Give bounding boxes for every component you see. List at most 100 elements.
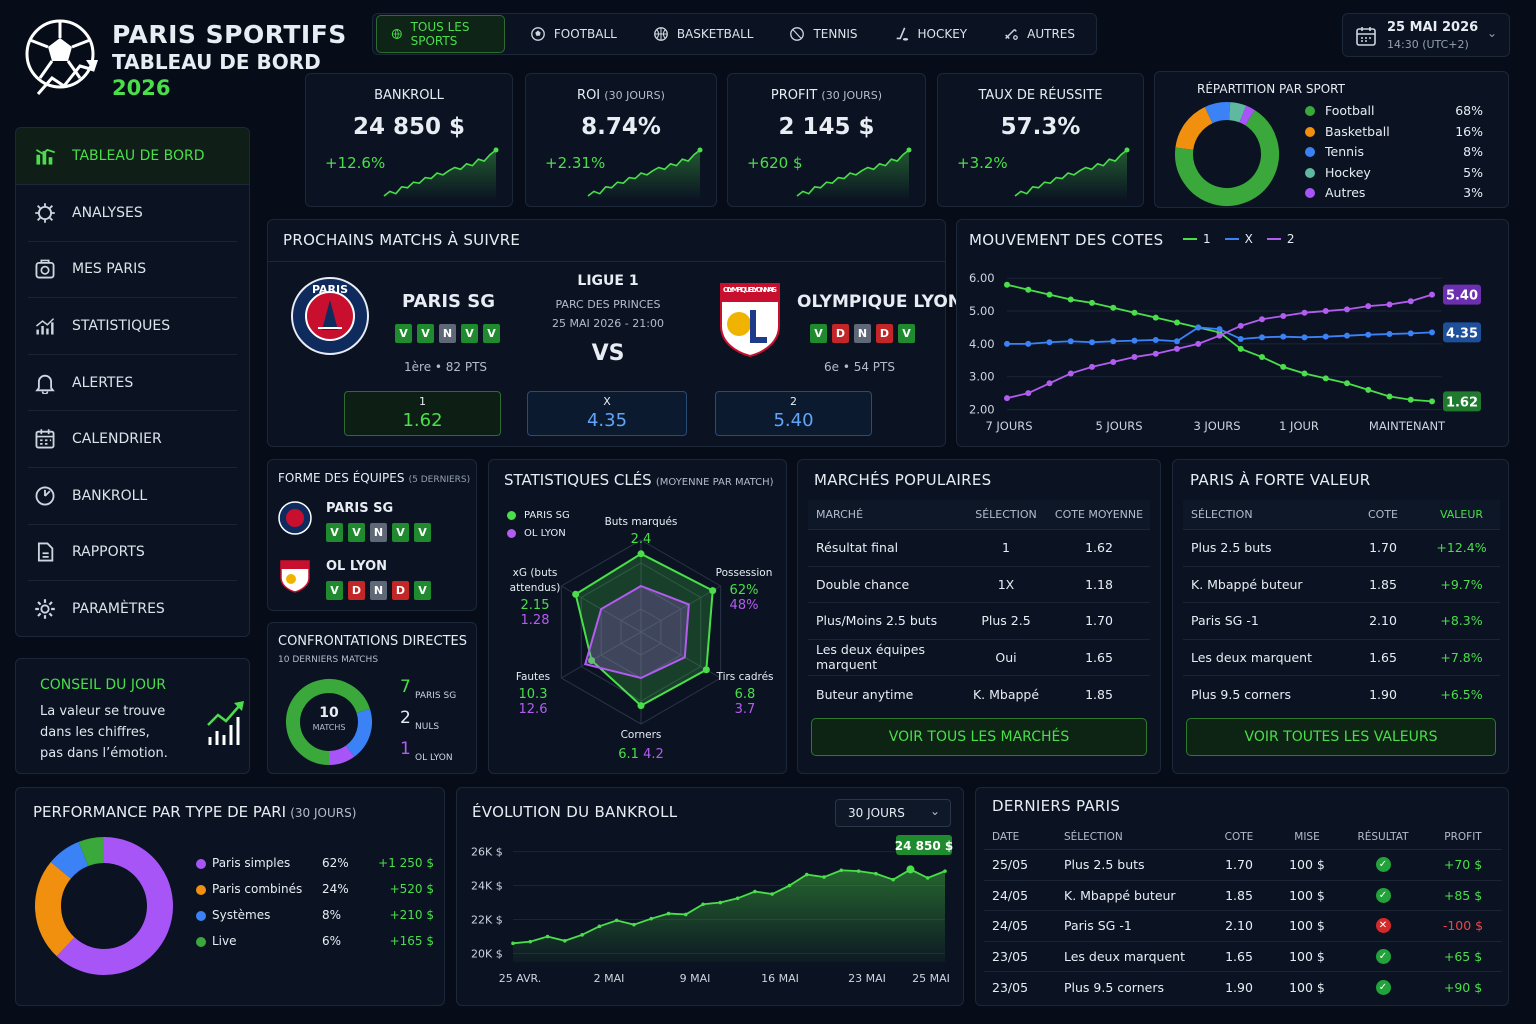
globe-icon xyxy=(391,29,402,39)
table-row[interactable]: 24/05 K. Mbappé buteur 1.85 100 $ ✓ +85 $ xyxy=(984,881,1502,911)
tip-line-3: pas dans l’émotion. xyxy=(40,746,168,761)
growth-chart-icon xyxy=(207,701,244,745)
sidebar-item-dashboard[interactable]: TABLEAU DE BORD xyxy=(16,128,249,185)
odds-button-1[interactable]: 1 1.62 xyxy=(344,391,501,436)
kpi-card-3: TAUX DE RÉUSSITE 57.3% +3.2% xyxy=(937,73,1144,207)
table-cell: +8.3% xyxy=(1440,613,1483,629)
table-row[interactable]: Résultat final 1 1.62 xyxy=(808,530,1150,567)
form-badge: N xyxy=(439,324,456,343)
dashboard-icon xyxy=(36,148,56,165)
sidebar-item-report[interactable]: RAPPORTS xyxy=(28,525,237,582)
odds-point xyxy=(1407,396,1414,403)
table-row[interactable]: 24/05 Paris SG -1 2.10 100 $ ✕ -100 $ xyxy=(984,911,1502,942)
sidebar-item-bets[interactable]: MES PARIS xyxy=(28,242,237,299)
table-row[interactable]: Les deux équipes marquent Oui 1.65 xyxy=(808,640,1150,676)
bankroll-point xyxy=(804,872,809,877)
legend-dot xyxy=(1305,167,1315,178)
h2h-count: 2 xyxy=(400,708,411,728)
tab-tennis[interactable]: TENNIS xyxy=(774,15,872,53)
form-badge: D xyxy=(392,581,409,600)
sidebar-item-analytics[interactable]: ANALYSES xyxy=(28,185,237,242)
kpi-label: ROI xyxy=(577,88,601,103)
tab-globe[interactable]: TOUS LES SPORTS xyxy=(376,15,505,53)
sidebar-item-bell[interactable]: ALERTES xyxy=(28,355,237,412)
table-row[interactable]: 25/05 Plus 2.5 buts 1.70 100 $ ✓ +70 $ xyxy=(984,850,1502,881)
table-cell: Plus 9.5 corners xyxy=(1191,686,1291,702)
home-team-rank: 1ère • 82 PTS xyxy=(404,360,488,374)
y-tick-label: 3.00 xyxy=(969,370,995,384)
odds-point xyxy=(1046,291,1053,298)
hockey-icon xyxy=(896,27,908,41)
date-selector[interactable]: 25 MAI 2026 14:30 (UTC+2) ⌄ xyxy=(1342,13,1510,57)
tab-hockey[interactable]: HOCKEY xyxy=(879,15,983,53)
radar-series-1 xyxy=(583,584,690,680)
table-row[interactable]: Plus 2.5 buts 1.70 +12.4% xyxy=(1183,530,1500,567)
odds-point xyxy=(1237,322,1244,329)
table-row[interactable]: K. Mbappé buteur 1.85 +9.7% xyxy=(1183,567,1500,603)
view-all-markets-button[interactable]: VOIR TOUS LES MARCHÉS xyxy=(811,718,1147,756)
kpi-card-2: PROFIT (30 JOURS) 2 145 $ +620 $ xyxy=(727,73,926,207)
sidebar-item-gear[interactable]: PARAMÈTRES xyxy=(28,581,237,638)
radar-value-b: 48% xyxy=(729,598,759,613)
form-badge: D xyxy=(348,581,365,600)
legend-line xyxy=(1183,238,1197,240)
odds-value: 4.35 xyxy=(586,410,628,431)
tab-more-sports[interactable]: AUTRES xyxy=(988,15,1090,53)
tab-label: BASKETBALL xyxy=(676,27,754,41)
cross-icon: ✕ xyxy=(1375,918,1391,934)
sidebar-item-stats[interactable]: STATISTIQUES xyxy=(28,298,237,355)
radar-axis-name: xG (buts attendus) xyxy=(509,567,561,594)
performance-profit: +165 $ xyxy=(389,934,434,948)
bet-cote: 1.85 xyxy=(1225,887,1253,903)
table-cell: Les deux marquent xyxy=(1191,649,1312,665)
h2h-count: 1 xyxy=(400,739,411,759)
sport-legend-pct: 8% xyxy=(1463,144,1483,160)
odds-point xyxy=(1344,332,1350,339)
legend-dot xyxy=(1305,106,1315,116)
legend-dot xyxy=(507,528,516,538)
performance-pct: 62% xyxy=(322,856,349,870)
legend-dot xyxy=(1305,188,1315,199)
tennis-icon xyxy=(790,27,805,41)
bet-mise: 100 $ xyxy=(1289,948,1325,964)
odds-point xyxy=(1386,393,1393,400)
odds-point xyxy=(1174,338,1180,345)
radar-value-a: 10.3 xyxy=(518,687,548,702)
table-row[interactable]: Double chance 1X 1.18 xyxy=(808,567,1150,603)
radar-axis-name: Possession xyxy=(715,567,773,579)
sidebar-item-label: TABLEAU DE BORD xyxy=(72,148,205,164)
table-row[interactable]: Plus 9.5 corners 1.90 +6.5% xyxy=(1183,676,1500,713)
view-all-values-button[interactable]: VOIR TOUTES LES VALEURS xyxy=(1186,718,1496,756)
form-badge: D xyxy=(832,324,849,343)
tab-football[interactable]: FOOTBALL xyxy=(515,15,632,53)
table-cell: Double chance xyxy=(816,576,910,592)
x-tick-label: 16 MAI xyxy=(761,972,799,985)
table-row[interactable]: 23/05 Les deux marquent 1.65 100 $ ✓ +65 $ xyxy=(984,942,1502,972)
odds-point xyxy=(1174,345,1180,352)
odds-button-2[interactable]: 2 5.40 xyxy=(715,391,872,436)
odds-point xyxy=(1216,332,1223,339)
tab-basketball[interactable]: BASKETBALL xyxy=(638,15,769,53)
odds-movement-title: MOUVEMENT DES COTES xyxy=(969,231,1164,249)
radar-axis-label: Possession 62% 48% xyxy=(689,566,799,613)
radar-point xyxy=(637,550,645,558)
odds-point xyxy=(1322,308,1329,315)
sparkline-line xyxy=(587,149,701,197)
table-row[interactable]: Plus/Moins 2.5 buts Plus 2.5 1.70 xyxy=(808,603,1150,640)
radar-point xyxy=(588,657,596,665)
h2h-title: CONFRONTATIONS DIRECTES xyxy=(278,634,468,649)
sidebar-item-bankroll[interactable]: BANKROLL xyxy=(28,468,237,525)
sidebar-item-calendar[interactable]: CALENDRIER xyxy=(28,411,237,468)
odds-button-X[interactable]: X 4.35 xyxy=(527,391,687,436)
radar-point xyxy=(709,587,717,595)
performance-profit: +1 250 $ xyxy=(378,856,434,870)
table-row[interactable]: Buteur anytime K. Mbappé 1.85 xyxy=(808,676,1150,713)
period-select[interactable]: 30 JOURS ⌄ xyxy=(835,799,951,827)
sidebar-item-label: RAPPORTS xyxy=(72,544,145,561)
table-row[interactable]: 23/05 Plus 9.5 corners 1.90 100 $ ✓ +90 $ xyxy=(984,972,1502,1003)
radar-legend-item: PARIS SG xyxy=(507,506,570,524)
performance-title: PERFORMANCE PAR TYPE DE PARI xyxy=(33,803,287,821)
performance-slice-3 xyxy=(78,837,105,867)
table-row[interactable]: Les deux marquent 1.65 +7.8% xyxy=(1183,640,1500,676)
table-row[interactable]: Paris SG -1 2.10 +8.3% xyxy=(1183,603,1500,640)
